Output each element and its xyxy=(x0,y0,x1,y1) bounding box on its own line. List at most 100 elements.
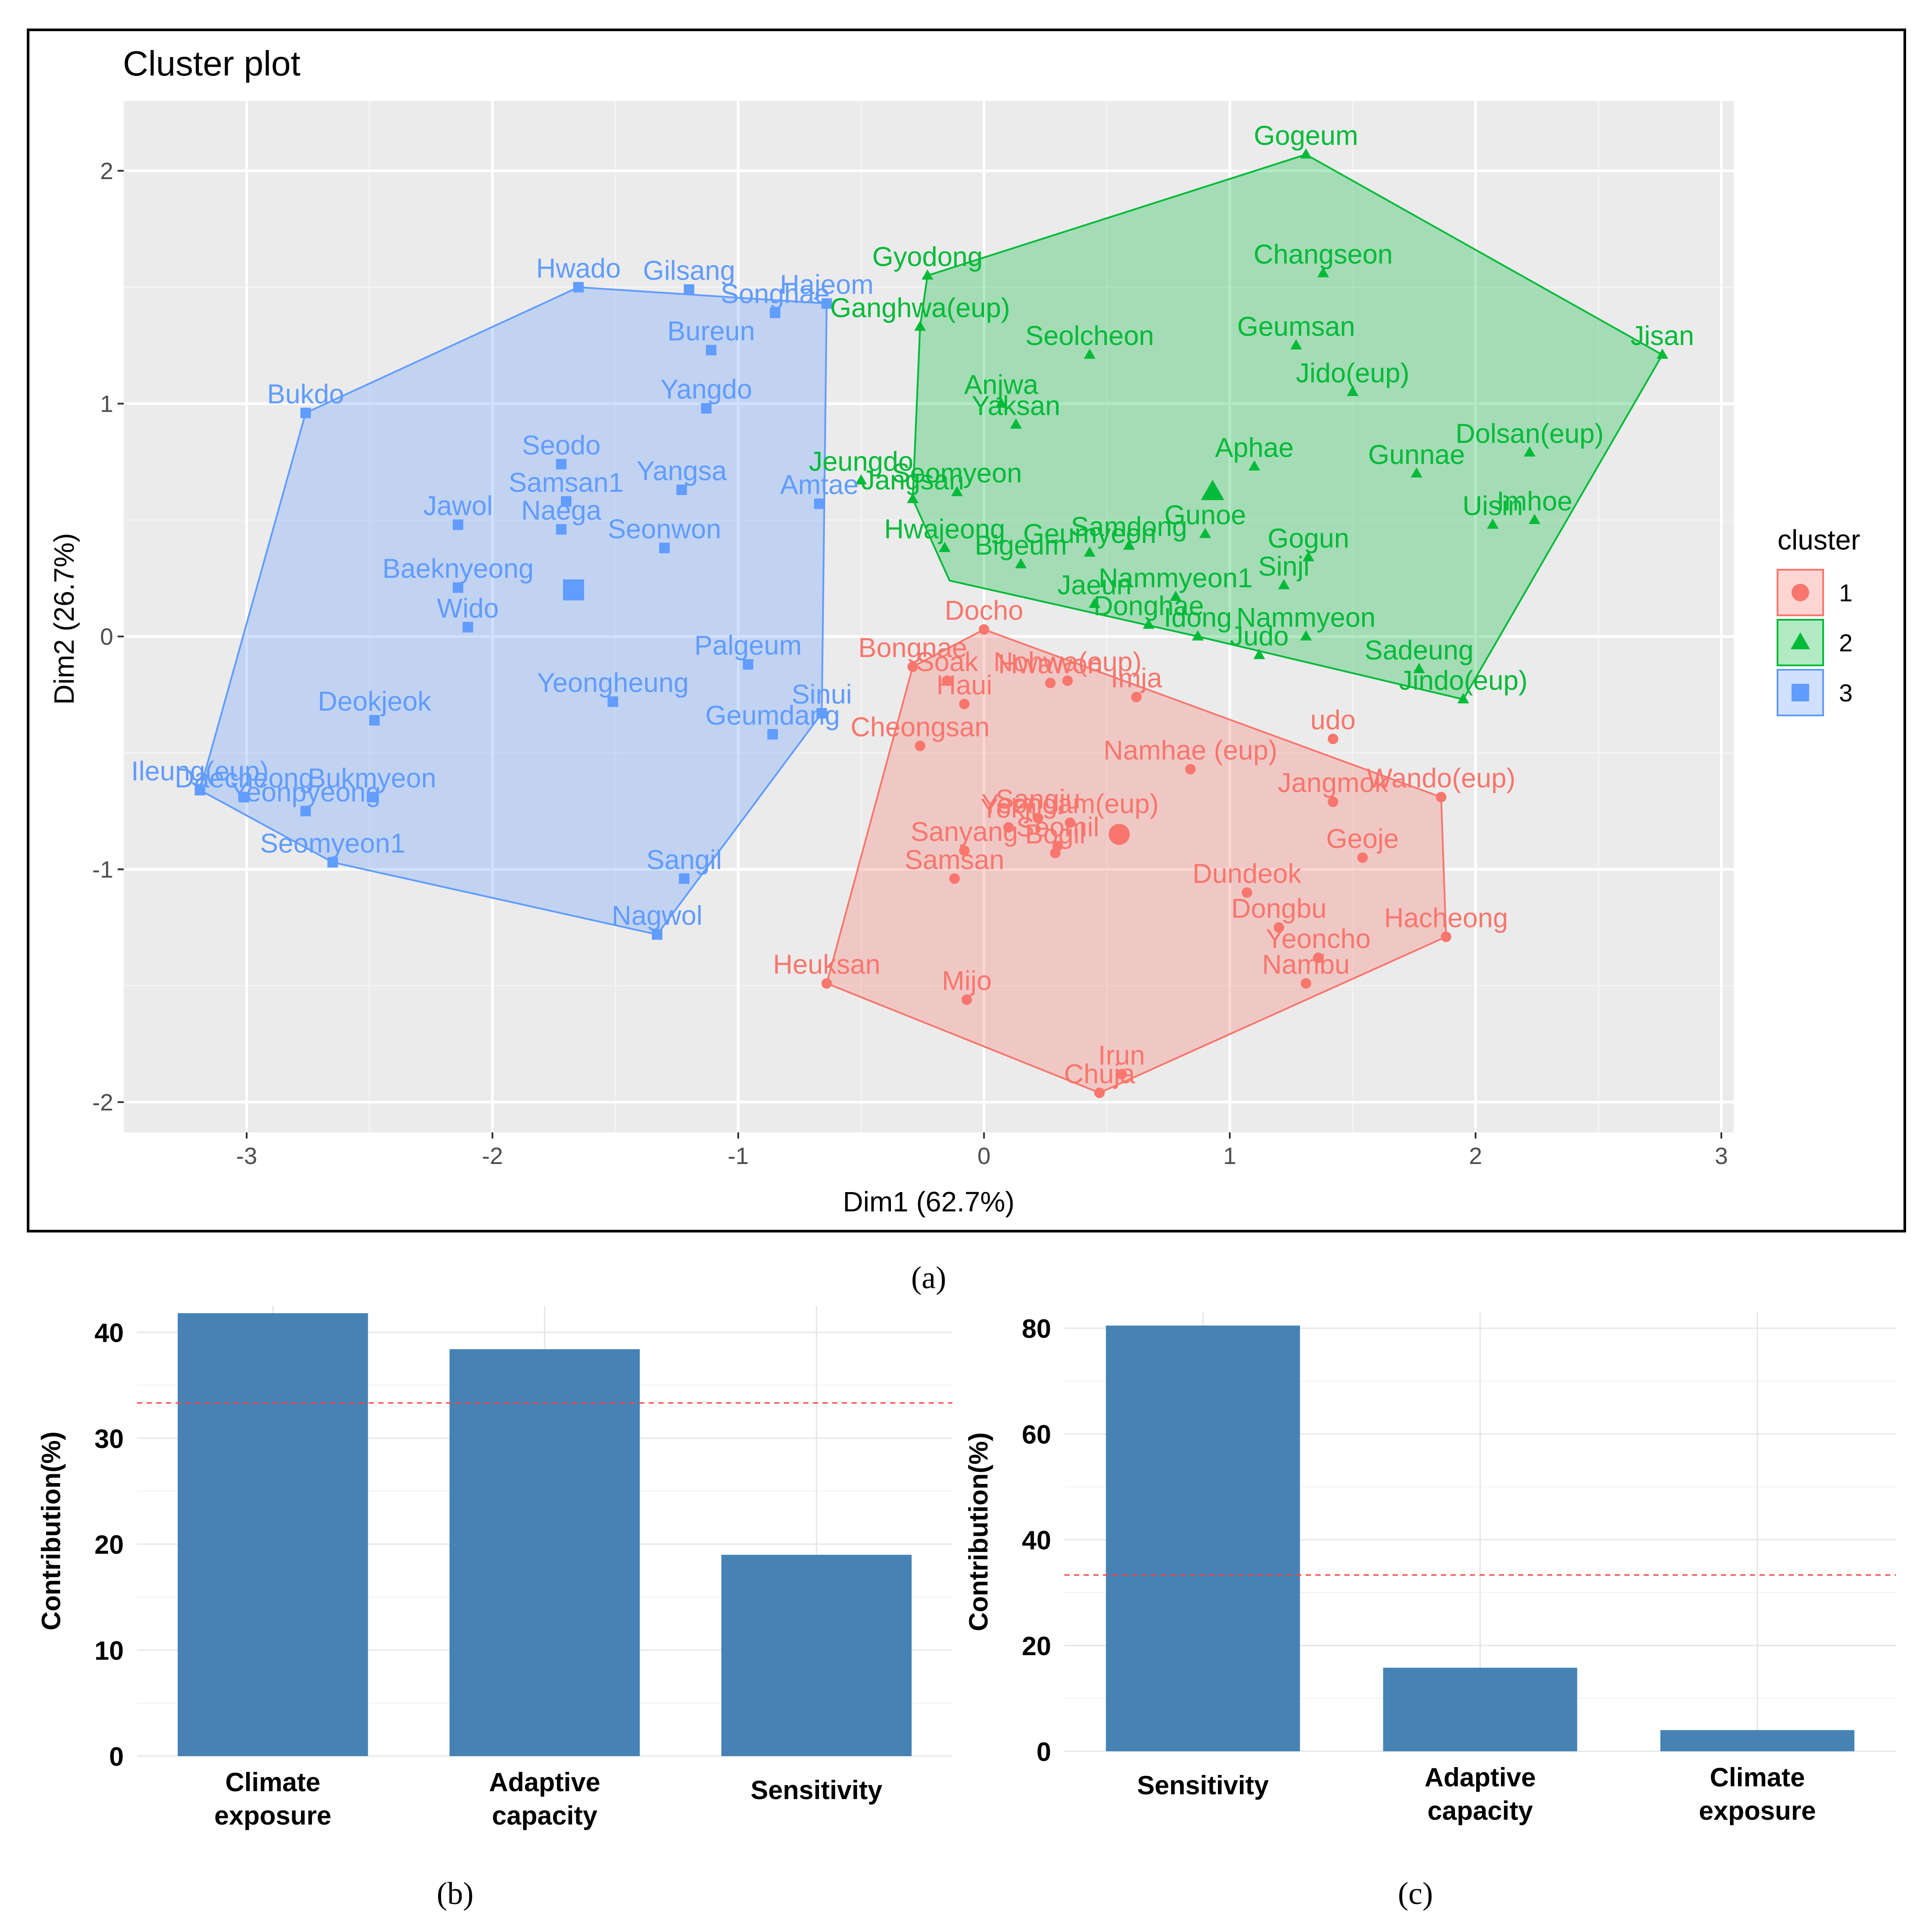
cluster-3-point xyxy=(194,785,205,796)
cluster-points xyxy=(194,148,1668,1098)
cluster-1-point xyxy=(959,845,970,856)
point-label: Bureun xyxy=(667,316,755,347)
cluster-2-point xyxy=(1199,528,1211,538)
point-label: Jindo(eup) xyxy=(1399,665,1528,696)
x-tick-label: -3 xyxy=(236,1143,257,1169)
cluster-3-point xyxy=(239,792,250,803)
cluster-3-center xyxy=(563,579,584,600)
cluster-3-point xyxy=(300,805,311,816)
legend-entry: 1 xyxy=(1839,579,1853,607)
cluster-2-point xyxy=(914,320,926,331)
cluster-3-point xyxy=(659,542,670,553)
point-label: Seomyeon1 xyxy=(260,829,406,859)
point-label: Yangdo xyxy=(661,374,752,405)
panel-b-label: (b) xyxy=(437,1876,474,1911)
cluster-2-point xyxy=(1523,446,1536,457)
contribution-bar xyxy=(177,1313,368,1756)
legend-entry: 2 xyxy=(1839,629,1853,657)
cluster-2-point xyxy=(951,486,963,496)
point-label: Gogun xyxy=(1268,524,1349,554)
cluster-1-point xyxy=(1003,822,1014,833)
point-label: Seodo xyxy=(522,431,600,461)
y-tick-label: 80 xyxy=(1022,1314,1051,1344)
point-label: Yangsa xyxy=(636,456,727,486)
y-tick-label: 10 xyxy=(94,1636,124,1666)
category-label: Adaptive capacity xyxy=(489,1768,600,1830)
y-tick-label: 0 xyxy=(1037,1737,1051,1767)
point-label: Hwajeong xyxy=(884,514,1006,545)
point-label: Nohwa(eup) xyxy=(994,647,1142,677)
cluster-3-hull xyxy=(199,286,828,936)
point-label: Seonwon xyxy=(608,514,722,545)
cluster-2-point xyxy=(1413,663,1425,673)
contribution-bar xyxy=(1383,1667,1577,1751)
x-tick-label: 3 xyxy=(1715,1143,1728,1169)
cluster-3-point xyxy=(816,708,827,719)
cluster-1-point xyxy=(907,661,918,672)
point-label: Jangsan xyxy=(861,465,964,496)
cluster-2-point xyxy=(1278,579,1290,589)
cluster-2-point xyxy=(1010,418,1022,429)
legend-title: cluster xyxy=(1778,524,1860,556)
y-tick-label: 0 xyxy=(100,624,113,650)
point-label: Naega xyxy=(521,496,601,526)
contribution-bar xyxy=(449,1349,640,1756)
point-label: Dolsan(eup) xyxy=(1455,419,1604,449)
cluster-2-point xyxy=(1317,267,1329,277)
cluster-2-point xyxy=(1290,339,1302,350)
cluster-2-point xyxy=(1123,539,1135,550)
cluster-2-point xyxy=(1529,514,1541,524)
cluster-2-point xyxy=(1411,467,1422,478)
cluster-2-point xyxy=(855,474,867,485)
point-label: Uisin xyxy=(1462,491,1523,521)
point-label: Idong xyxy=(1164,603,1232,633)
point-label: Wido xyxy=(437,593,499,624)
cluster-2-center xyxy=(1201,479,1225,500)
cluster-2-point xyxy=(1300,148,1312,159)
x-tick-label: -1 xyxy=(728,1143,749,1169)
cluster-1-point xyxy=(1131,692,1142,703)
y-tick-label: 40 xyxy=(1022,1526,1051,1555)
point-label: Gunnae xyxy=(1368,440,1465,470)
cluster-3-point xyxy=(452,582,463,593)
legend-entry: 3 xyxy=(1839,679,1853,707)
contribution-bar xyxy=(1106,1326,1300,1751)
cluster-1-point xyxy=(1065,817,1075,828)
point-label: Anjwa xyxy=(964,370,1038,400)
point-label: Nambu xyxy=(1262,949,1350,980)
point-label: Gogeum xyxy=(1254,121,1358,151)
cluster-3-point xyxy=(743,659,754,670)
point-label: udo xyxy=(1310,705,1355,735)
point-label: Nammyeon1 xyxy=(1099,563,1253,593)
point-label: Chuja xyxy=(1064,1059,1135,1089)
point-label: Jawol xyxy=(423,491,493,521)
cluster-3-point xyxy=(767,729,778,740)
point-label: Hajeom xyxy=(780,270,874,300)
point-label: Nammyeon xyxy=(1236,603,1375,633)
cluster-plot-panel: Cluster plot DochoBongnaeSoakHauiHwawonN… xyxy=(27,29,1906,1232)
y-axis-label: Contribution(%) xyxy=(36,1431,66,1630)
y-tick-label: -1 xyxy=(92,857,113,883)
y-tick-label: 60 xyxy=(1022,1420,1051,1449)
point-label: Soak xyxy=(916,647,978,677)
point-label: Sinji xyxy=(1258,551,1310,582)
contribution-chart-c: 0 20 40 60 80 Sensitivity Adaptive capacity Clim… xyxy=(964,1312,1896,1825)
cluster-2-point xyxy=(921,269,934,280)
point-label: Jisan xyxy=(1630,321,1694,351)
point-label: Imja xyxy=(1111,663,1163,693)
cluster-3-point xyxy=(366,792,377,803)
cluster-3-point xyxy=(821,298,832,309)
point-label: Bukdo xyxy=(267,379,344,410)
cluster-1-point xyxy=(1274,922,1284,933)
cluster-1-point xyxy=(1050,848,1061,859)
point-label: Palgeum xyxy=(694,631,802,661)
cluster-2-point xyxy=(1170,590,1182,601)
cluster-3-point xyxy=(452,519,463,530)
point-label: Songhae xyxy=(721,279,830,309)
cluster-1-point xyxy=(1185,764,1196,775)
cluster-1-point xyxy=(1357,852,1368,863)
point-label: Samsan1 xyxy=(509,467,624,498)
point-label: Yaksan xyxy=(972,391,1060,421)
cluster-2-point xyxy=(1088,597,1101,608)
